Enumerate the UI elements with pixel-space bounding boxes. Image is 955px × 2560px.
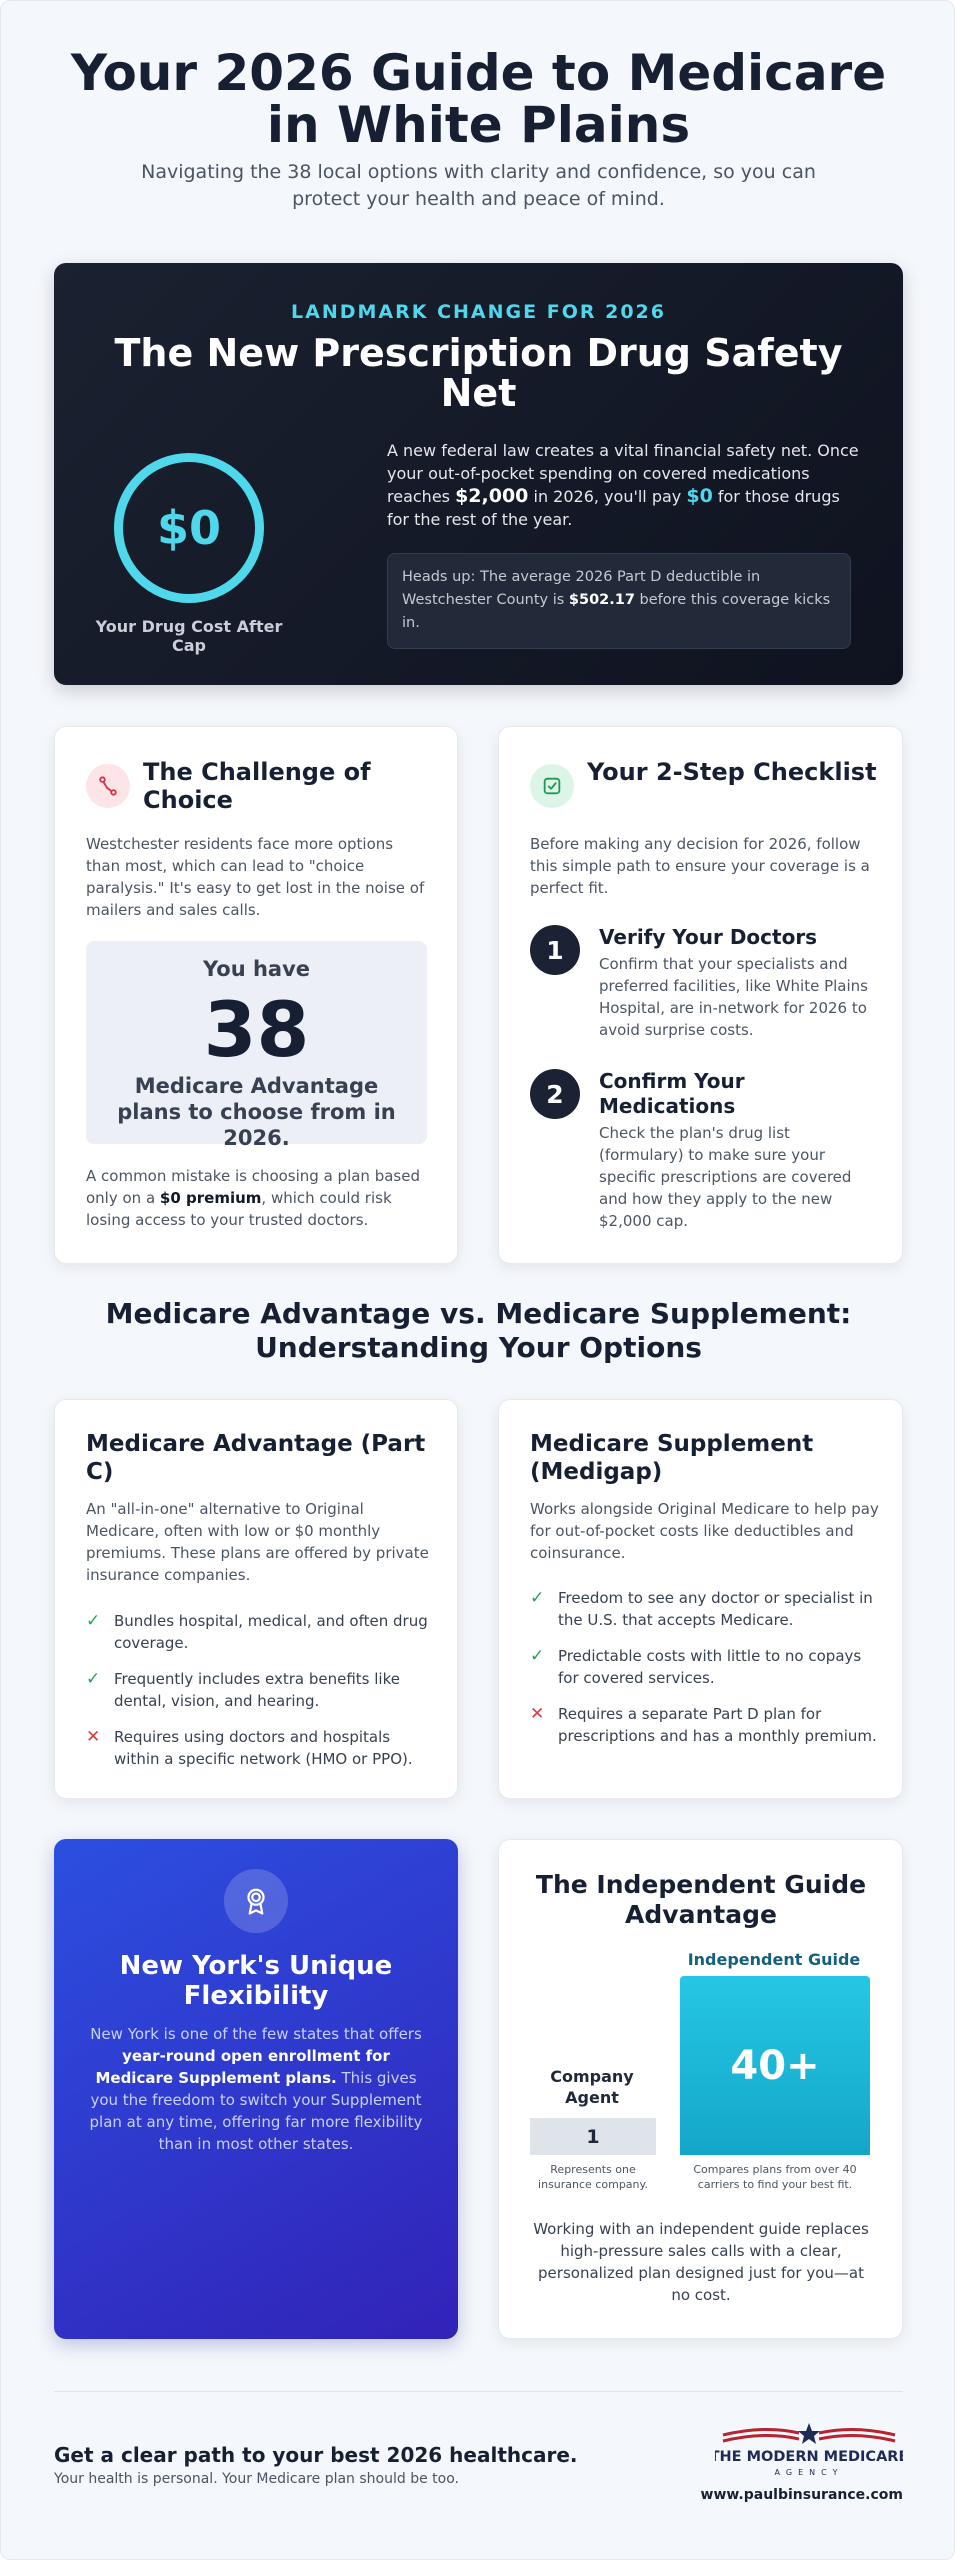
chart-bar-company-agent: 1 bbox=[530, 2118, 656, 2155]
brand-logo: THE MODERN MEDICARE AGENCY bbox=[710, 2421, 908, 2483]
drug-cap-eyebrow: LANDMARK CHANGE FOR 2026 bbox=[291, 301, 666, 323]
ny-text: New York is one of the few states that o… bbox=[82, 2023, 430, 2155]
independent-guide-card: The Independent Guide Advantage Independ… bbox=[498, 1839, 903, 2339]
brand-sub: AGENCY bbox=[775, 2468, 844, 2477]
advantage-title: Medicare Advantage (Part C) bbox=[86, 1431, 426, 1485]
drug-cap-body-text: in 2026, you'll pay bbox=[528, 487, 687, 506]
checklist-intro: Before making any decision for 2026, fol… bbox=[530, 835, 870, 897]
deductible-note-text: before this coverage kicks in. bbox=[402, 592, 831, 631]
medicare-advantage-card: Medicare Advantage (Part C) An "all-in-o… bbox=[54, 1399, 458, 1799]
deductible-note-text: Heads up: The average 2026 Part D deduct… bbox=[402, 569, 761, 608]
footer-headline: Get a clear path to your best 2026 healt… bbox=[54, 2443, 578, 2467]
check-icon: ✓ bbox=[86, 1611, 101, 1631]
advantage-point: Bundles hospital, medical, and often dru… bbox=[114, 1612, 428, 1652]
footer-tagline: Your health is personal. Your Medicare p… bbox=[54, 2471, 459, 2487]
cross-icon: ✕ bbox=[86, 1727, 101, 1747]
premium-mistake-note: A common mistake is choosing a plan base… bbox=[86, 1165, 431, 1231]
supplement-point: Predictable costs with little to no copa… bbox=[558, 1647, 862, 1687]
supplement-intro: Works alongside Original Medicare to hel… bbox=[530, 1500, 879, 1562]
chart-bar-independent-guide: 40+ bbox=[680, 1976, 870, 2155]
cap-value: $0 bbox=[156, 501, 221, 555]
guide-title: The Independent Guide Advantage bbox=[535, 1870, 867, 1929]
challenge-intro: Westchester residents face more options … bbox=[86, 835, 425, 919]
advantage-point: Frequently includes extra benefits like … bbox=[114, 1670, 400, 1710]
award-icon bbox=[224, 1869, 288, 1933]
supplement-title: Medicare Supplement (Medigap) bbox=[530, 1431, 814, 1485]
advantage-intro: An "all-in-one" alternative to Original … bbox=[86, 1500, 429, 1584]
drug-cap-zero: $0 bbox=[686, 485, 713, 507]
step-text: Check the plan's drug list (formulary) t… bbox=[599, 1124, 852, 1230]
route-icon bbox=[86, 764, 130, 808]
guide-footer: Working with an independent guide replac… bbox=[533, 2220, 869, 2304]
drug-cap-card: LANDMARK CHANGE FOR 2026 The New Prescri… bbox=[54, 263, 903, 685]
drug-cap-body: A new federal law creates a vital financ… bbox=[387, 439, 862, 531]
drug-cap-body-text: for those drugs for the rest of the year… bbox=[387, 487, 840, 529]
drug-cap-threshold: $2,000 bbox=[455, 485, 529, 507]
drug-cap-body-text: A new federal law creates a vital financ… bbox=[387, 441, 859, 506]
supplement-point: Freedom to see any doctor or specialist … bbox=[558, 1589, 873, 1629]
brand-name: THE MODERN MEDICARE bbox=[715, 2449, 903, 2465]
cap-label: Your Drug Cost After Cap bbox=[95, 617, 283, 655]
ny-text-bold: year-round open enrollment for Medicare … bbox=[95, 2047, 390, 2087]
chart-value-label: 1 bbox=[586, 2125, 600, 2148]
ny-text-part: New York is one of the few states that o… bbox=[90, 2025, 422, 2043]
chart-caption: Compares plans from over 40 carriers to … bbox=[693, 2163, 857, 2191]
deductible-note: Heads up: The average 2026 Part D deduct… bbox=[387, 553, 851, 649]
check-icon: ✓ bbox=[530, 1646, 545, 1666]
chart-value-label: 40+ bbox=[730, 2042, 820, 2089]
comparison-title: Medicare Advantage vs. Medicare Suppleme… bbox=[105, 1297, 852, 1364]
checklist-title: Your 2-Step Checklist bbox=[587, 758, 877, 786]
supplement-point: Requires a separate Part D plan for pres… bbox=[558, 1705, 877, 1745]
plan-count-post: Medicare Advantage plans to choose from … bbox=[117, 1074, 396, 1150]
drug-cap-title: The New Prescription Drug Safety Net bbox=[114, 331, 843, 415]
check-square-icon bbox=[530, 764, 574, 808]
deductible-amount: $502.17 bbox=[568, 592, 635, 608]
check-icon: ✓ bbox=[86, 1669, 101, 1689]
plan-count-pre: You have bbox=[202, 957, 311, 981]
challenge-title: The Challenge of Choice bbox=[143, 758, 371, 814]
medicare-supplement-card: Medicare Supplement (Medigap) Works alon… bbox=[498, 1399, 903, 1799]
chart-caption: Represents one insurance company. bbox=[538, 2163, 648, 2191]
checklist-card: Your 2-Step Checklist Before making any … bbox=[498, 726, 903, 1264]
step-title: Verify Your Doctors bbox=[599, 925, 818, 949]
advantage-point: Requires using doctors and hospitals wit… bbox=[114, 1728, 413, 1768]
ny-flexibility-card: New York's Unique Flexibility New York i… bbox=[54, 1839, 458, 2339]
step-number: 2 bbox=[530, 1069, 580, 1119]
ny-title: New York's Unique Flexibility bbox=[119, 1951, 393, 2011]
note-text: , which could risk losing access to your… bbox=[86, 1189, 392, 1229]
step-text: Confirm that your specialists and prefer… bbox=[599, 955, 868, 1039]
note-text: A common mistake is choosing a plan base… bbox=[86, 1167, 420, 1207]
cross-icon: ✕ bbox=[530, 1704, 545, 1724]
check-icon: ✓ bbox=[530, 1588, 545, 1608]
page-subtitle: Navigating the 38 local options with cla… bbox=[141, 161, 816, 210]
plan-count-box: You have 38 Medicare Advantage plans to … bbox=[86, 941, 427, 1150]
website-link[interactable]: www.paulbinsurance.com bbox=[700, 2487, 903, 2503]
chart-category-label: Company Agent bbox=[550, 2067, 634, 2107]
challenge-card: The Challenge of Choice Westchester resi… bbox=[54, 726, 458, 1264]
ny-text-part: This gives you the freedom to switch you… bbox=[89, 2069, 423, 2153]
note-bold: $0 premium bbox=[159, 1189, 262, 1207]
step-title: Confirm Your Medications bbox=[599, 1069, 745, 1118]
chart-category-label: Independent Guide bbox=[687, 1950, 861, 1969]
footer-divider bbox=[54, 2391, 903, 2392]
page-title: Your 2026 Guide to Medicare in White Pla… bbox=[70, 44, 887, 154]
step-number: 1 bbox=[530, 925, 580, 975]
plan-count: 38 bbox=[203, 985, 310, 1074]
cap-value-ring: $0 bbox=[114, 453, 264, 603]
